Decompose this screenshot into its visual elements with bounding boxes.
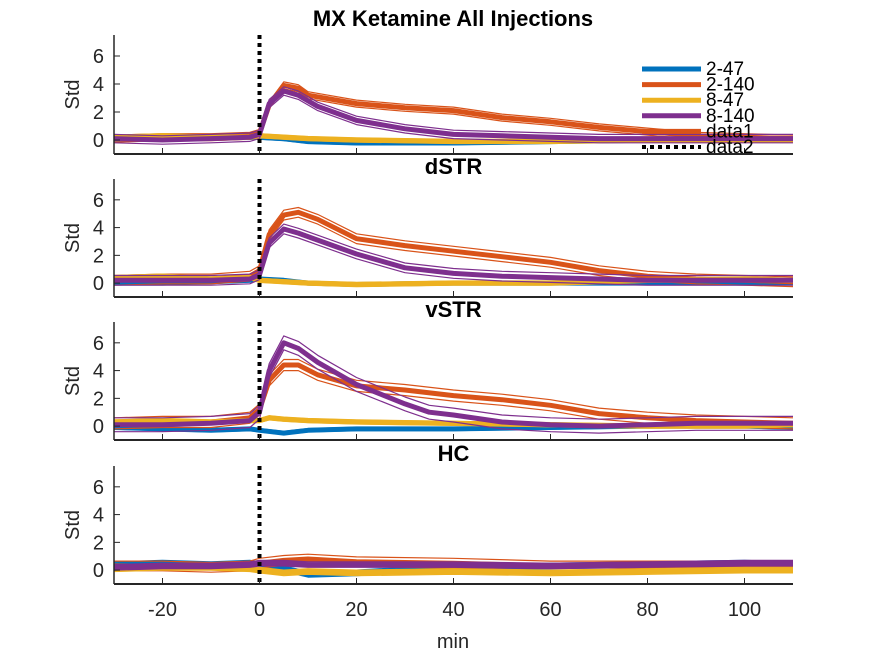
series-8-140-band-lower xyxy=(114,349,793,434)
panel-2-data xyxy=(114,206,793,288)
series-8-140-band-upper xyxy=(114,223,793,277)
y-axis-label: Std xyxy=(62,79,84,109)
y-tick-label: 0 xyxy=(93,130,104,152)
series-8-140-line xyxy=(114,560,793,570)
series-8-140-line xyxy=(114,226,793,283)
series-8-140-line xyxy=(114,88,793,143)
y-tick-label: 2 xyxy=(93,102,104,124)
series-8-140-band-lower xyxy=(114,233,793,286)
x-tick-label: 20 xyxy=(345,599,367,621)
y-axis-label: Std xyxy=(62,366,84,396)
legend-item-data1: data1 xyxy=(642,121,754,142)
legend-label: 8-47 xyxy=(706,90,744,111)
series-8-47-band-lower xyxy=(114,569,793,577)
series-8-140-band-lower xyxy=(114,94,793,145)
y-tick-label: 4 xyxy=(93,361,104,383)
legend-label: 2-140 xyxy=(706,75,755,96)
legend-item-8-140: 8-140 xyxy=(642,106,755,127)
panel-4: 0 2 4 6 -20 0 20 40 60 80 100 Std HC xyxy=(62,441,793,621)
series-8-140-band-upper xyxy=(114,335,793,420)
panel-1: 0 2 4 6 Std xyxy=(62,35,793,155)
legend-item-2-47: 2-47 xyxy=(642,59,744,80)
legend-label: 8-140 xyxy=(706,106,755,127)
panel-4-data xyxy=(114,553,793,578)
series-2-140-band-upper xyxy=(114,206,793,278)
series-8-140-line xyxy=(114,340,793,429)
panel-title: vSTR xyxy=(425,297,481,322)
series-2-140-band-upper xyxy=(114,81,793,136)
legend-item-data2: data2 xyxy=(642,137,754,158)
legend-label: data2 xyxy=(706,137,754,158)
legend-label: data1 xyxy=(706,121,754,142)
y-tick-label: 6 xyxy=(93,190,104,212)
panel-3-data xyxy=(114,335,793,436)
y-tick-label: 0 xyxy=(93,273,104,295)
y-tick-label: 6 xyxy=(93,333,104,355)
x-axis-label: min xyxy=(437,631,469,653)
series-2-140-band-upper xyxy=(114,358,793,419)
legend-item-8-47: 8-47 xyxy=(642,90,744,111)
x-tick-label: 100 xyxy=(728,599,761,621)
legend-label: 2-47 xyxy=(706,59,744,80)
series-8-140-band-upper xyxy=(114,559,793,566)
panel-title: dSTR xyxy=(425,154,483,179)
series-8-140-band-upper xyxy=(114,86,793,137)
panel-1-data xyxy=(114,81,793,146)
panels: 0 2 4 6 Std 0 2 4 6 Std dSTR 0 2 4 6 Std vSTR 0 2 4 6 -20 0 20 4… xyxy=(62,35,793,621)
y-tick-label: 2 xyxy=(93,245,104,267)
series-2-140-band-upper xyxy=(114,553,793,564)
y-tick-label: 2 xyxy=(93,532,104,554)
y-axis-label: Std xyxy=(62,223,84,253)
panel-3: 0 2 4 6 Std vSTR xyxy=(62,297,793,441)
y-tick-label: 6 xyxy=(93,46,104,68)
y-axis-label: Std xyxy=(62,510,84,540)
y-tick-label: 4 xyxy=(93,74,104,96)
y-tick-label: 2 xyxy=(93,388,104,410)
x-tick-label: 0 xyxy=(254,599,265,621)
y-tick-label: 0 xyxy=(93,416,104,438)
y-tick-label: 6 xyxy=(93,477,104,499)
x-tick-label: 80 xyxy=(636,599,658,621)
series-8-140-band-lower xyxy=(114,565,793,571)
y-tick-label: 4 xyxy=(93,505,104,527)
panel-title: HC xyxy=(438,441,470,466)
legend-item-2-140: 2-140 xyxy=(642,75,755,96)
y-tick-label: 4 xyxy=(93,218,104,240)
x-tick-label: 60 xyxy=(539,599,561,621)
x-tick-label: 40 xyxy=(442,599,464,621)
panel-2: 0 2 4 6 Std dSTR xyxy=(62,154,793,298)
figure-title: MX Ketamine All Injections xyxy=(313,6,593,31)
y-tick-label: 0 xyxy=(93,560,104,582)
x-tick-label: -20 xyxy=(148,599,177,621)
